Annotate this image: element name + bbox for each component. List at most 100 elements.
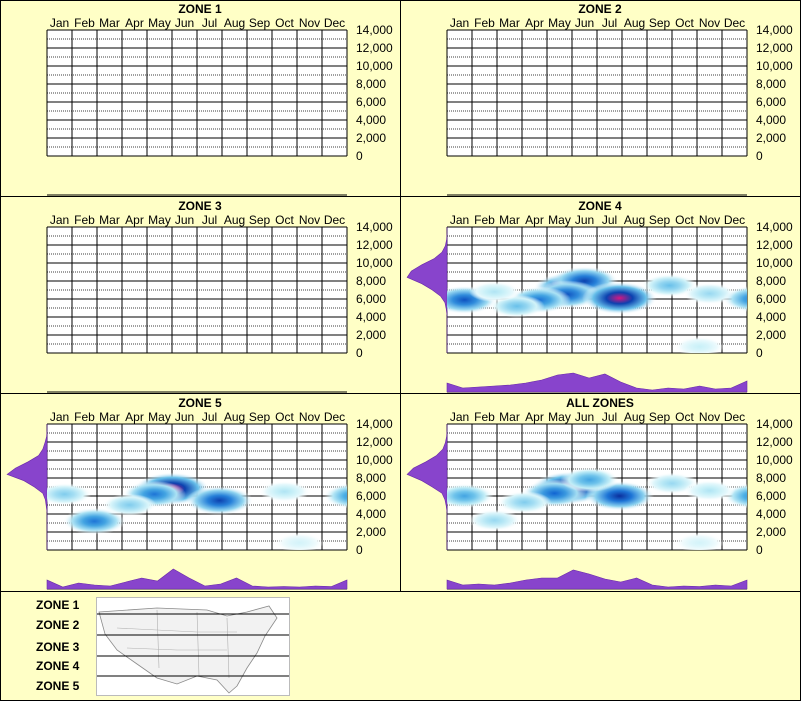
chart-title: ZONE 1 — [178, 2, 222, 16]
month-tick-label: Apr — [525, 410, 544, 424]
month-tick-label: May — [148, 16, 171, 30]
month-tick-label: Jan — [50, 16, 69, 30]
y-tick-label: 8,000 — [356, 274, 386, 288]
heat-blob — [185, 486, 254, 515]
month-tick-label: Aug — [224, 410, 245, 424]
month-tick-label: Jan — [50, 410, 69, 424]
month-tick-label: Oct — [675, 213, 694, 227]
y-tick-label: 4,000 — [756, 310, 786, 324]
month-tick-label: Mar — [499, 213, 520, 227]
heat-blob — [259, 481, 310, 502]
y-tick-label: 14,000 — [756, 220, 793, 234]
month-tick-label: Oct — [675, 16, 694, 30]
month-tick-label: Nov — [299, 213, 320, 227]
y-tick-label: 14,000 — [756, 417, 793, 431]
chart-panel-1: ZONE 1 Jan Feb Mar Apr May Jun Jul Aug Sep Oct Nov D… — [46, 2, 393, 196]
heat-blob — [674, 336, 725, 353]
month-tick-label: Jun — [575, 213, 594, 227]
month-tick-label: Jul — [602, 410, 617, 424]
legend-zone-4: ZONE 4 — [36, 659, 80, 673]
heat-blob — [684, 480, 735, 501]
month-tick-label: Dec — [724, 16, 745, 30]
y-tick-label: 12,000 — [356, 41, 393, 55]
month-tick-label: Nov — [299, 16, 320, 30]
month-tick-label: Jan — [450, 410, 469, 424]
y-tick-label: 4,000 — [356, 113, 386, 127]
chart-panel-2: ZONE 2 Jan Feb Mar Apr May Jun Jul Aug Sep Oct Nov D… — [446, 2, 793, 196]
month-tick-label: Nov — [699, 16, 720, 30]
month-tick-label: Aug — [624, 16, 645, 30]
y-tick-label: 8,000 — [756, 274, 786, 288]
y-tick-label: 2,000 — [356, 131, 386, 145]
month-tick-label: Jun — [175, 410, 194, 424]
month-tick-label: Feb — [74, 213, 95, 227]
y-tick-label: 4,000 — [756, 507, 786, 521]
month-tick-label: Jun — [575, 410, 594, 424]
y-tick-label: 0 — [756, 149, 763, 163]
month-tick-label: Aug — [224, 16, 245, 30]
legend-zone-1: ZONE 1 — [36, 598, 80, 612]
month-tick-label: Sep — [649, 213, 671, 227]
month-tick-label: Nov — [699, 213, 720, 227]
y-tick-label: 12,000 — [756, 41, 793, 55]
chart-title: ZONE 5 — [178, 396, 222, 410]
month-tick-label: Jul — [202, 213, 217, 227]
month-tick-label: May — [548, 213, 571, 227]
month-tick-label: Nov — [299, 410, 320, 424]
y-tick-label: 8,000 — [356, 77, 386, 91]
month-tick-label: Oct — [675, 410, 694, 424]
y-tick-label: 10,000 — [356, 453, 393, 467]
month-tick-label: Feb — [474, 16, 495, 30]
month-tick-label: Sep — [249, 16, 271, 30]
heatmap-layer — [447, 467, 747, 550]
heat-blob — [323, 483, 347, 509]
y-tick-label: 2,000 — [756, 328, 786, 342]
legend-zone-2: ZONE 2 — [36, 618, 80, 632]
month-tick-label: Mar — [99, 16, 120, 30]
elevation-distribution — [406, 424, 448, 550]
month-tick-label: Mar — [499, 16, 520, 30]
y-tick-label: 0 — [356, 149, 363, 163]
y-tick-label: 0 — [356, 543, 363, 557]
month-tick-label: Feb — [74, 16, 95, 30]
y-tick-label: 6,000 — [756, 489, 786, 503]
month-tick-label: Apr — [125, 410, 144, 424]
heat-blob — [560, 467, 619, 493]
month-distribution — [46, 568, 348, 590]
month-tick-label: Jul — [202, 410, 217, 424]
heat-blob — [468, 509, 521, 532]
elevation-distribution — [406, 227, 448, 353]
month-tick-label: May — [548, 410, 571, 424]
chart-title: ZONE 4 — [578, 199, 622, 213]
y-tick-label: 14,000 — [356, 417, 393, 431]
zone-map — [96, 597, 290, 696]
month-tick-label: Apr — [125, 16, 144, 30]
month-tick-label: Jun — [175, 213, 194, 227]
month-tick-label: Sep — [649, 410, 671, 424]
y-tick-label: 2,000 — [756, 525, 786, 539]
month-distribution — [446, 569, 748, 590]
zone-map-image — [97, 598, 289, 695]
month-tick-label: Dec — [324, 16, 345, 30]
month-tick-label: Dec — [724, 213, 745, 227]
heat-blob — [275, 533, 324, 550]
month-tick-label: Aug — [624, 410, 645, 424]
month-tick-label: Mar — [499, 410, 520, 424]
y-tick-label: 8,000 — [756, 77, 786, 91]
month-distribution — [446, 372, 748, 393]
y-tick-label: 6,000 — [356, 95, 386, 109]
y-tick-label: 6,000 — [756, 292, 786, 306]
month-tick-label: Oct — [275, 16, 294, 30]
y-tick-label: 0 — [356, 346, 363, 360]
y-tick-label: 10,000 — [756, 256, 793, 270]
y-tick-label: 10,000 — [356, 256, 393, 270]
y-tick-label: 4,000 — [756, 113, 786, 127]
heat-blob — [63, 507, 126, 535]
month-tick-label: May — [148, 213, 171, 227]
month-tick-label: Jan — [50, 213, 69, 227]
legend-zone-5: ZONE 5 — [36, 679, 80, 693]
month-tick-label: Apr — [125, 213, 144, 227]
heatmap-layer — [47, 472, 347, 550]
